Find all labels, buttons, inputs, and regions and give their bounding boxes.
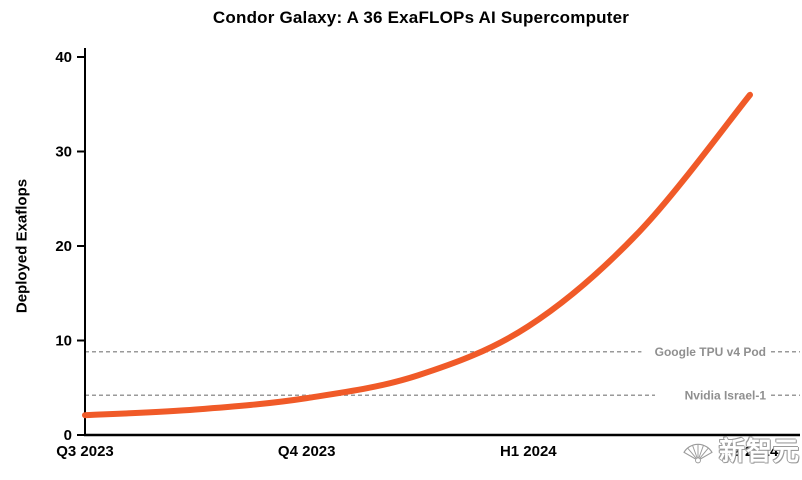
annotation-label: Nvidia Israel-1 — [685, 388, 767, 402]
watermark: 新智元 — [679, 430, 800, 468]
y-tick-label: 10 — [55, 333, 72, 350]
series-line — [82, 91, 753, 419]
chart-title: Condor Galaxy: A 36 ExaFLOPs AI Supercom… — [212, 8, 630, 27]
fan-logo-icon — [683, 443, 713, 464]
y-tick-label: 0 — [64, 427, 72, 444]
watermark-text: 新智元 — [718, 435, 800, 466]
x-tick-label: H2 2024 — [722, 443, 779, 460]
y-tick-label: 40 — [55, 49, 72, 66]
y-tick-label: 30 — [55, 144, 72, 161]
annotation-label-bg — [641, 343, 769, 360]
x-tick-label: Q4 2023 — [278, 443, 336, 460]
annotation-label: Google TPU v4 Pod — [655, 345, 766, 359]
x-tick-label: Q3 2023 — [56, 443, 114, 460]
annotation-label-bg — [655, 387, 769, 404]
x-tick-label: H1 2024 — [500, 443, 557, 460]
y-tick-label: 20 — [55, 238, 72, 255]
